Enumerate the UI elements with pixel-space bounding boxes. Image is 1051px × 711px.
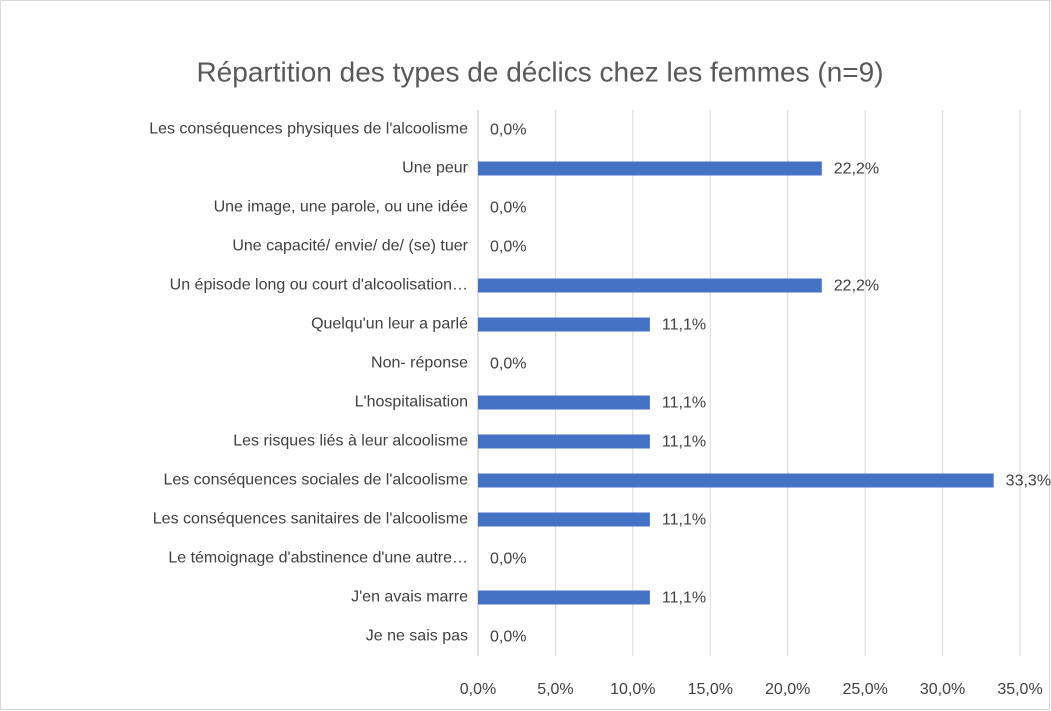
data-label: 11,1% xyxy=(662,395,706,412)
data-label: 11,1% xyxy=(662,317,706,334)
bar xyxy=(478,161,822,176)
data-label: 33,3% xyxy=(1006,473,1051,490)
data-label: 22,2% xyxy=(834,161,879,178)
bar xyxy=(478,512,650,527)
x-tick-label: 25,0% xyxy=(842,681,887,698)
data-label: 11,1% xyxy=(662,512,706,529)
y-tick-label: L'hospitalisation xyxy=(355,394,468,411)
y-tick-label: Les conséquences sanitaires de l'alcooli… xyxy=(153,511,468,528)
y-tick-label: Une capacité/ envie/ de/ (se) tuer xyxy=(232,238,468,255)
x-tick-label: 20,0% xyxy=(765,681,810,698)
y-tick-label: Non- réponse xyxy=(371,355,468,372)
bar xyxy=(478,278,822,293)
data-label: 22,2% xyxy=(834,278,879,295)
x-tick-label: 35,0% xyxy=(997,681,1042,698)
data-label: 0,0% xyxy=(490,239,526,256)
y-tick-label: Je ne sais pas xyxy=(366,628,468,645)
bar xyxy=(478,590,650,605)
y-tick-label: Une image, une parole, ou une idée xyxy=(214,199,469,216)
bar xyxy=(478,473,994,488)
data-label: 0,0% xyxy=(490,200,526,217)
y-tick-label: Les risques liés à leur alcoolisme xyxy=(233,433,468,450)
y-tick-label: Quelqu'un leur a parlé xyxy=(311,316,468,333)
bar xyxy=(478,434,650,449)
x-tick-label: 30,0% xyxy=(920,681,965,698)
bar xyxy=(478,395,650,410)
data-label: 0,0% xyxy=(490,122,526,139)
y-tick-label: Le témoignage d'abstinence d'une autre… xyxy=(168,550,468,567)
x-tick-label: 15,0% xyxy=(688,681,733,698)
data-label: 0,0% xyxy=(490,356,526,373)
x-tick-label: 0,0% xyxy=(460,681,496,698)
data-label: 0,0% xyxy=(490,551,526,568)
x-tick-label: 5,0% xyxy=(537,681,573,698)
y-tick-label: Les conséquences physiques de l'alcoolis… xyxy=(149,121,468,138)
data-label: 11,1% xyxy=(662,434,706,451)
y-tick-label: Un épisode long ou court d'alcoolisation… xyxy=(170,277,468,294)
y-tick-label: Une peur xyxy=(402,160,468,177)
data-label: 0,0% xyxy=(490,629,526,646)
y-tick-label: Les conséquences sociales de l'alcoolism… xyxy=(163,472,468,489)
data-label: 11,1% xyxy=(662,590,706,607)
y-tick-label: J'en avais marre xyxy=(351,589,468,606)
chart-title: Répartition des types de déclics chez le… xyxy=(196,56,883,87)
x-tick-label: 10,0% xyxy=(610,681,655,698)
bar xyxy=(478,317,650,332)
